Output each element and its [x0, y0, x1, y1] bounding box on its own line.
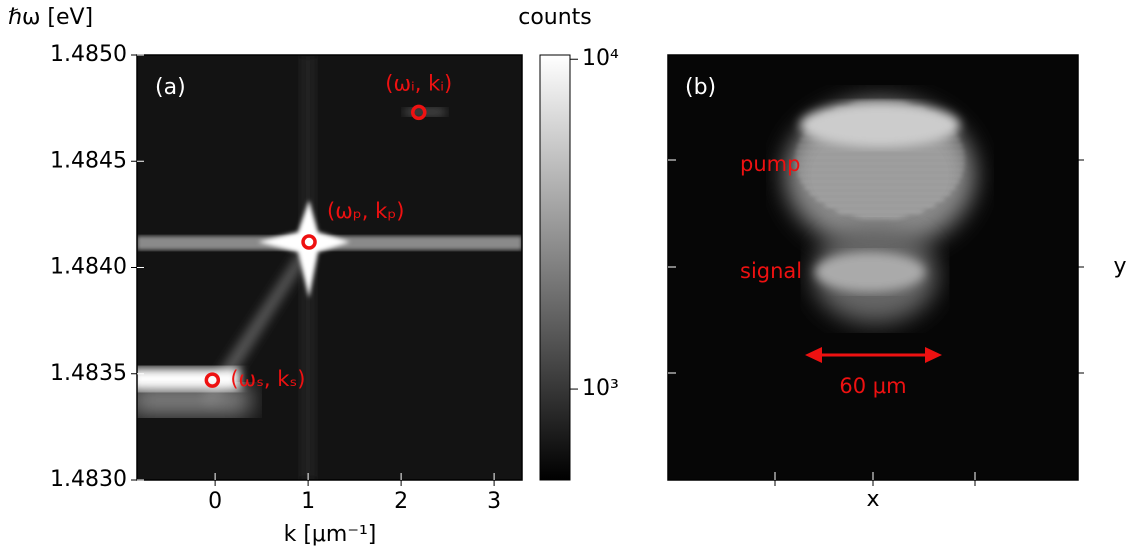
marker-label: (ωₛ, kₛ) [230, 367, 305, 391]
marker-label: (ωᵢ, kᵢ) [385, 71, 452, 95]
y-tick-label: 1.4830 [50, 467, 127, 492]
marker [301, 234, 317, 250]
x-axis-label: x [866, 487, 879, 512]
annotation: pump [740, 152, 800, 176]
x-tick-label: 2 [394, 489, 408, 514]
panel-label: (b) [685, 75, 716, 100]
y-axis-label: y [1113, 254, 1126, 279]
colorbar [539, 54, 571, 481]
scale-bar [805, 347, 942, 363]
x-tick-label: 1 [301, 489, 315, 514]
marker [204, 372, 221, 388]
y-tick-label: 1.4850 [50, 42, 127, 67]
colorbar-tick-label: 10³ [582, 376, 619, 401]
y-axis-label: ℏω [eV] [8, 5, 93, 30]
panel-label: (a) [155, 75, 186, 100]
outer-ticks [774, 159, 1084, 486]
x-tick-label: 0 [208, 489, 222, 514]
y-tick-label: 1.4845 [50, 148, 127, 173]
scale-bar-label: 60 μm [839, 374, 906, 398]
real-space-image [668, 55, 1078, 480]
x-axis-label: k [μm⁻¹] [284, 522, 377, 547]
spectrum-image [137, 55, 522, 480]
frame-ticks [668, 159, 976, 480]
x-tick-label: 3 [487, 489, 501, 514]
marker [411, 104, 427, 121]
colorbar-label: counts [518, 5, 592, 30]
y-tick-label: 1.4835 [50, 361, 127, 386]
marker-label: (ωₚ, kₚ) [327, 199, 404, 223]
annotation: signal [740, 259, 802, 283]
y-tick-label: 1.4840 [50, 255, 127, 280]
colorbar-tick-label: 10⁴ [582, 46, 619, 71]
